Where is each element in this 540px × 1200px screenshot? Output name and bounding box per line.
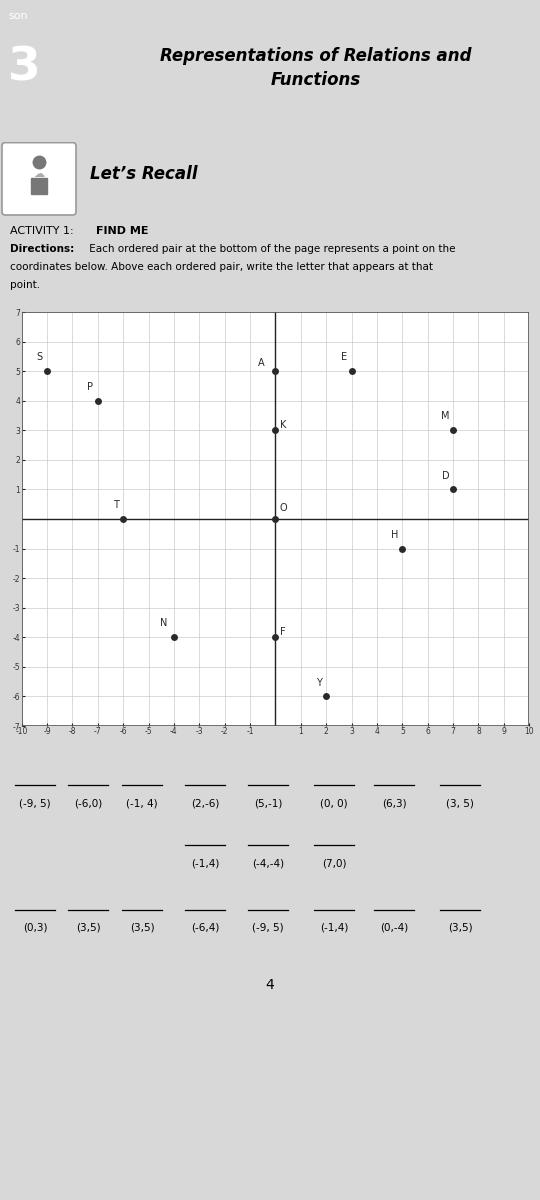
- Text: (-9, 5): (-9, 5): [252, 923, 284, 934]
- Text: O: O: [279, 503, 287, 514]
- Text: point.: point.: [10, 280, 40, 290]
- Text: A: A: [258, 358, 265, 368]
- FancyBboxPatch shape: [2, 143, 76, 215]
- Text: (3,5): (3,5): [130, 923, 154, 934]
- Text: (0,3): (0,3): [23, 923, 48, 934]
- Text: 3: 3: [8, 46, 41, 90]
- Text: (2,-6): (2,-6): [191, 798, 219, 808]
- Text: F: F: [280, 628, 286, 637]
- Text: P: P: [87, 382, 93, 392]
- Text: (5,-1): (5,-1): [254, 798, 282, 808]
- Text: E: E: [341, 353, 347, 362]
- Text: FIND ME: FIND ME: [96, 226, 148, 236]
- Text: (3,5): (3,5): [76, 923, 100, 934]
- Text: (3, 5): (3, 5): [446, 798, 474, 808]
- Text: (-9, 5): (-9, 5): [19, 798, 51, 808]
- Text: (0, 0): (0, 0): [320, 798, 348, 808]
- Text: Each ordered pair at the bottom of the page represents a point on the: Each ordered pair at the bottom of the p…: [86, 244, 456, 254]
- Text: (7,0): (7,0): [322, 858, 346, 868]
- Text: K: K: [280, 420, 286, 431]
- Text: M: M: [441, 412, 450, 421]
- Text: (-1,4): (-1,4): [191, 858, 219, 868]
- Text: Y: Y: [315, 678, 321, 688]
- Text: coordinates below. Above each ordered pair, write the letter that appears at tha: coordinates below. Above each ordered pa…: [10, 262, 433, 272]
- Text: T: T: [112, 500, 118, 510]
- Text: D: D: [442, 470, 449, 480]
- Text: Representations of Relations and
Functions: Representations of Relations and Functio…: [160, 48, 471, 89]
- Text: 4: 4: [266, 978, 274, 992]
- Text: ☁: ☁: [33, 169, 45, 179]
- Text: (-1,4): (-1,4): [320, 923, 348, 934]
- Text: ACTIVITY 1:: ACTIVITY 1:: [10, 226, 77, 236]
- Text: N: N: [160, 618, 167, 629]
- Text: (3,5): (3,5): [448, 923, 472, 934]
- Text: (-6,0): (-6,0): [74, 798, 102, 808]
- Text: son: son: [8, 11, 28, 22]
- Text: Directions:: Directions:: [10, 244, 75, 254]
- Text: Let’s Recall: Let’s Recall: [90, 164, 198, 182]
- Text: (0,-4): (0,-4): [380, 923, 408, 934]
- Text: (6,3): (6,3): [382, 798, 406, 808]
- Text: (-6,4): (-6,4): [191, 923, 219, 934]
- Text: H: H: [391, 529, 399, 540]
- Text: (-1, 4): (-1, 4): [126, 798, 158, 808]
- Text: S: S: [36, 353, 43, 362]
- Text: (-4,-4): (-4,-4): [252, 858, 284, 868]
